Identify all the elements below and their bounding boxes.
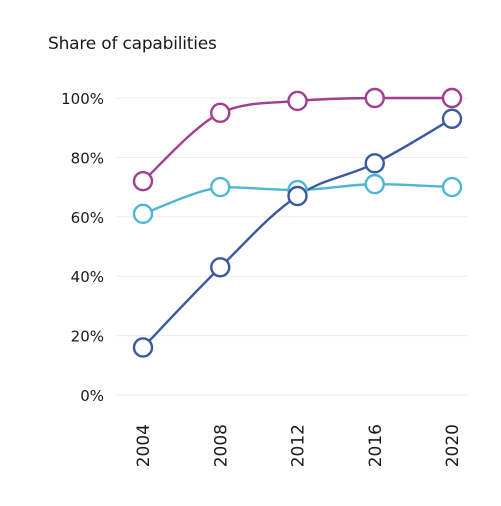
x-tick-label: 2008 bbox=[211, 424, 231, 467]
data-point bbox=[132, 337, 154, 358]
x-tick-label: 2012 bbox=[289, 424, 309, 467]
data-point bbox=[441, 176, 463, 198]
data-point bbox=[210, 176, 231, 198]
data-point bbox=[287, 90, 308, 112]
data-point bbox=[441, 108, 463, 129]
y-tick-label: 80% bbox=[71, 149, 104, 167]
data-point bbox=[441, 87, 463, 109]
x-tick-label: 2020 bbox=[443, 424, 463, 467]
y-tick-label: 100% bbox=[61, 90, 104, 108]
y-tick-label: 20% bbox=[71, 328, 104, 346]
data-point bbox=[364, 173, 385, 195]
data-point bbox=[132, 170, 154, 192]
y-tick-label: 40% bbox=[71, 268, 104, 286]
data-point bbox=[364, 153, 385, 174]
x-tick-label: 2016 bbox=[366, 424, 386, 467]
y-tick-label: 60% bbox=[71, 209, 104, 227]
data-point bbox=[210, 257, 231, 278]
data-point bbox=[132, 203, 154, 225]
x-tick-label: 2004 bbox=[134, 424, 154, 467]
series-line bbox=[141, 117, 454, 349]
data-point bbox=[287, 185, 308, 207]
data-point bbox=[210, 102, 231, 124]
y-axis-label: Share of capabilities bbox=[48, 34, 217, 54]
data-point bbox=[364, 87, 385, 109]
y-tick-label: 0% bbox=[80, 387, 104, 405]
